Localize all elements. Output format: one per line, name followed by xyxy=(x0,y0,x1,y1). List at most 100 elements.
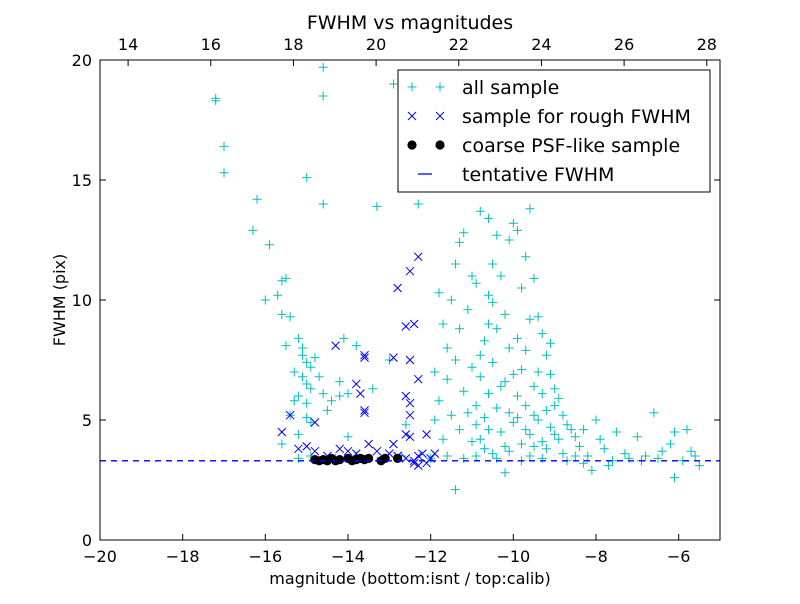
all-sample-point xyxy=(289,396,299,406)
all-sample-point xyxy=(529,441,539,451)
all-sample-point xyxy=(306,384,316,394)
x-axis-label: magnitude (bottom:isnt / top:calib) xyxy=(269,569,550,588)
all-sample-point xyxy=(484,389,494,399)
all-sample-point xyxy=(500,377,510,387)
top-x-tick-label: 26 xyxy=(614,35,634,54)
rough-fwhm-point xyxy=(413,374,423,384)
legend-entry: all sample xyxy=(407,77,559,99)
all-sample-point xyxy=(384,355,394,365)
all-sample-point xyxy=(583,451,593,461)
all-sample-point xyxy=(488,259,498,269)
all-sample-point xyxy=(653,453,663,463)
all-sample-point xyxy=(314,372,324,382)
all-sample-point xyxy=(500,441,510,451)
series-all-sample xyxy=(211,62,704,495)
all-sample-point xyxy=(475,434,485,444)
rough-fwhm-point xyxy=(418,449,427,458)
all-sample-point xyxy=(467,271,477,281)
all-sample-point xyxy=(442,451,452,461)
all-sample-point xyxy=(508,417,518,427)
all-sample-point xyxy=(521,425,531,435)
all-sample-point xyxy=(632,432,642,442)
all-sample-point xyxy=(517,439,527,449)
legend-x-icon xyxy=(407,111,417,121)
all-sample-point xyxy=(521,252,531,262)
all-sample-point xyxy=(368,384,378,394)
all-sample-point xyxy=(277,439,287,449)
all-sample-point xyxy=(591,415,601,425)
top-x-tick-label: 24 xyxy=(531,35,551,54)
rough-fwhm-point xyxy=(389,353,398,362)
rough-fwhm-point xyxy=(413,252,423,262)
all-sample-point xyxy=(504,408,514,418)
all-sample-point xyxy=(512,333,522,343)
all-sample-point xyxy=(310,353,320,363)
rough-fwhm-point xyxy=(405,432,415,442)
all-sample-point xyxy=(541,350,551,360)
all-sample-point xyxy=(273,290,283,300)
all-sample-point xyxy=(322,405,332,415)
rough-fwhm-point xyxy=(360,350,369,360)
all-sample-point xyxy=(537,329,547,339)
rough-fwhm-point xyxy=(401,322,411,331)
all-sample-point xyxy=(459,386,469,396)
all-sample-point xyxy=(388,79,398,89)
x-tick-label: −8 xyxy=(584,547,608,566)
x-tick-label: −16 xyxy=(248,547,282,566)
all-sample-point xyxy=(570,451,580,461)
plot-marks xyxy=(211,62,704,495)
all-sample-point xyxy=(455,237,465,247)
top-x-tick-label: 28 xyxy=(697,35,717,54)
all-sample-point xyxy=(546,369,556,379)
all-sample-point xyxy=(475,350,485,360)
rough-fwhm-point xyxy=(343,446,353,456)
all-sample-point xyxy=(281,273,291,283)
y-axis-label: FWHM (pix) xyxy=(50,254,69,347)
all-sample-point xyxy=(670,473,680,483)
x-tick-label: −14 xyxy=(331,547,365,566)
legend-label: coarse PSF-like sample xyxy=(462,135,680,157)
all-sample-point xyxy=(541,405,551,415)
legend-label: sample for rough FWHM xyxy=(462,106,691,128)
all-sample-point xyxy=(603,461,613,471)
all-sample-point xyxy=(554,393,564,403)
all-sample-point xyxy=(570,432,580,442)
chart-title: FWHM vs magnitudes xyxy=(307,12,513,34)
rough-fwhm-point xyxy=(285,410,295,420)
all-sample-point xyxy=(517,365,527,375)
all-sample-point xyxy=(446,295,456,305)
all-sample-point xyxy=(467,362,477,372)
all-sample-point xyxy=(504,446,514,456)
all-sample-point xyxy=(484,290,494,300)
rough-fwhm-point xyxy=(364,439,374,449)
rough-fwhm-point xyxy=(422,430,431,439)
all-sample-point xyxy=(670,427,680,437)
all-sample-point xyxy=(492,403,502,413)
all-sample-point xyxy=(434,288,444,298)
all-sample-point xyxy=(537,453,547,463)
coarse-psf-point xyxy=(393,453,403,463)
all-sample-point xyxy=(285,312,295,322)
top-x-tick-label: 20 xyxy=(366,35,386,54)
y-tick-label: 10 xyxy=(72,291,92,310)
all-sample-point xyxy=(512,391,522,401)
all-sample-point xyxy=(554,434,564,444)
all-sample-point xyxy=(260,295,270,305)
all-sample-point xyxy=(488,297,498,307)
all-sample-point xyxy=(277,309,287,319)
rough-fwhm-point xyxy=(401,391,411,401)
rough-fwhm-point xyxy=(360,353,369,362)
rough-fwhm-point xyxy=(401,430,411,439)
rough-fwhm-point xyxy=(294,444,303,454)
all-sample-point xyxy=(546,338,556,348)
all-sample-point xyxy=(512,413,522,423)
all-sample-point xyxy=(529,381,539,391)
all-sample-point xyxy=(442,374,452,384)
rough-fwhm-point xyxy=(405,398,415,408)
all-sample-point xyxy=(649,408,659,418)
all-sample-point xyxy=(541,444,551,454)
all-sample-point xyxy=(442,343,452,353)
all-sample-point xyxy=(537,437,547,447)
x-tick-label: −18 xyxy=(166,547,200,566)
